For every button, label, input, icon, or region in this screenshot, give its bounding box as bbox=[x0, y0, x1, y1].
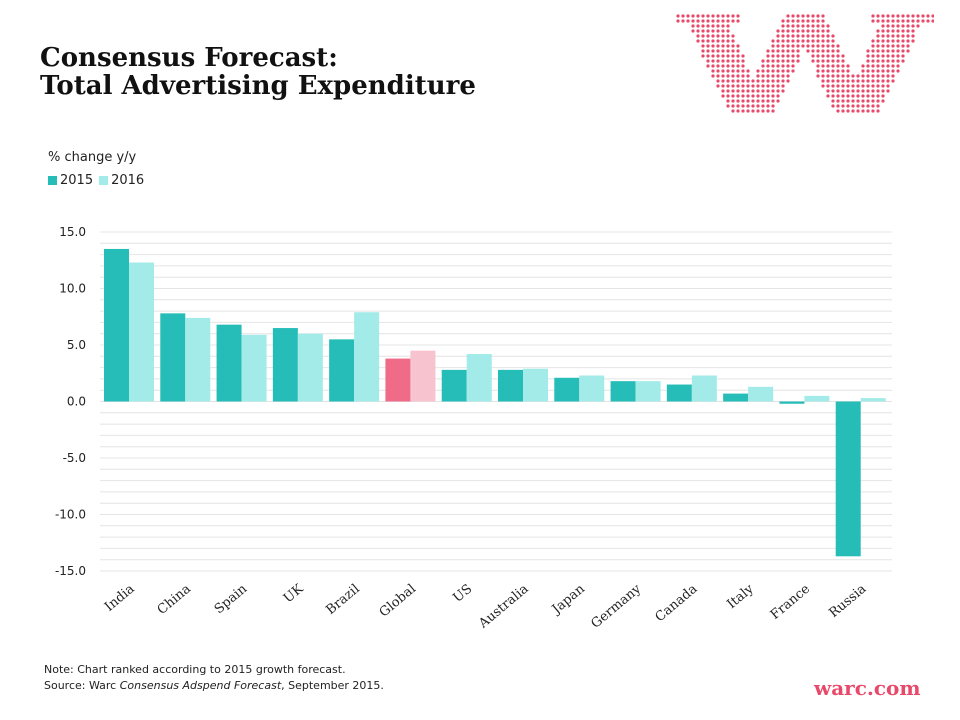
bar-brazil-2016 bbox=[354, 312, 380, 402]
source-suffix: , September 2015. bbox=[281, 679, 384, 692]
x-tick-label: Italy bbox=[724, 581, 757, 612]
x-tick-label: China bbox=[155, 581, 194, 617]
legend-label-2016: 2016 bbox=[111, 173, 145, 188]
legend-swatch-2016 bbox=[99, 176, 109, 185]
dotted-w-logo-icon bbox=[676, 14, 934, 113]
bar-spain-2016 bbox=[241, 334, 267, 402]
bar-italy-2015 bbox=[723, 393, 749, 402]
bar-spain-2015 bbox=[216, 324, 242, 402]
bar-canada-2015 bbox=[666, 384, 692, 402]
bar-france-2015 bbox=[779, 401, 805, 404]
x-tick-label: Japan bbox=[548, 581, 588, 618]
bar-china-2016 bbox=[185, 317, 211, 402]
bar-germany-2015 bbox=[610, 381, 636, 402]
bar-germany-2016 bbox=[635, 381, 661, 402]
y-tick-label: -15.0 bbox=[55, 564, 86, 578]
x-tick-label: Russia bbox=[826, 581, 869, 621]
bar-russia-2015 bbox=[835, 401, 861, 557]
x-tick-label: Global bbox=[377, 582, 419, 621]
legend-label-2015: 2015 bbox=[60, 173, 94, 188]
note-line: Note: Chart ranked according to 2015 gro… bbox=[44, 663, 346, 676]
chart-title: Consensus Forecast: Total Advertising Ex… bbox=[40, 44, 476, 100]
bar-russia-2016 bbox=[860, 398, 886, 402]
x-tick-label: Brazil bbox=[323, 582, 362, 618]
y-tick-label: -10.0 bbox=[55, 508, 86, 522]
bar-france-2016 bbox=[804, 395, 830, 402]
title-line-2: Total Advertising Expenditure bbox=[40, 71, 476, 101]
x-tick-label: UK bbox=[281, 581, 307, 606]
legend-item-2015: 2015 bbox=[48, 173, 93, 188]
legend-swatch-2015 bbox=[48, 176, 57, 185]
bar-us-2016 bbox=[466, 354, 492, 402]
bar-india-2015 bbox=[104, 248, 129, 402]
bar-india-2016 bbox=[129, 262, 154, 402]
bar-chart: 15.0 10.0 5.0 0.0 -5.0 -10.0 -15.0 India China Sp… bbox=[55, 225, 892, 632]
x-tick-label: Canada bbox=[653, 581, 701, 625]
chart-legend: 2015 2016 bbox=[48, 173, 150, 188]
x-tick-label: India bbox=[102, 581, 138, 614]
bar-us-2015 bbox=[441, 369, 467, 402]
y-axis-units-label: % change y/y bbox=[48, 150, 137, 165]
bar-global-2016 bbox=[410, 350, 436, 402]
source-title: Consensus Adspend Forecast bbox=[119, 679, 282, 692]
y-tick-label: 10.0 bbox=[59, 282, 86, 296]
source-line: Source: Warc Consensus Adspend Forecast,… bbox=[44, 678, 384, 694]
x-tick-label: France bbox=[768, 581, 813, 622]
bar-china-2015 bbox=[160, 313, 186, 402]
bar-japan-2015 bbox=[554, 377, 580, 402]
x-tick-label: Germany bbox=[588, 581, 644, 632]
y-tick-label: 5.0 bbox=[67, 338, 86, 352]
bar-australia-2015 bbox=[498, 369, 523, 402]
bar-brazil-2015 bbox=[329, 339, 355, 402]
x-tick-label: Spain bbox=[212, 581, 251, 617]
bar-australia-2016 bbox=[523, 368, 548, 402]
title-line-1: Consensus Forecast: bbox=[40, 43, 338, 73]
source-prefix: Source: Warc bbox=[44, 679, 120, 692]
bar-japan-2016 bbox=[579, 375, 605, 402]
y-tick-label: -5.0 bbox=[63, 451, 86, 465]
bar-canada-2016 bbox=[691, 375, 717, 402]
warc-link[interactable]: warc.com bbox=[814, 676, 921, 700]
legend-item-2016: 2016 bbox=[99, 173, 144, 188]
bar-uk-2016 bbox=[297, 333, 323, 402]
chart-notes: Note: Chart ranked according to 2015 gro… bbox=[44, 662, 384, 694]
bar-global-2015 bbox=[385, 358, 411, 402]
y-tick-label: 0.0 bbox=[67, 395, 86, 409]
x-tick-label: Australia bbox=[475, 581, 531, 632]
bar-italy-2016 bbox=[748, 386, 774, 402]
x-tick-label: US bbox=[450, 582, 475, 606]
y-tick-label: 15.0 bbox=[59, 225, 86, 239]
bar-uk-2015 bbox=[272, 328, 298, 402]
